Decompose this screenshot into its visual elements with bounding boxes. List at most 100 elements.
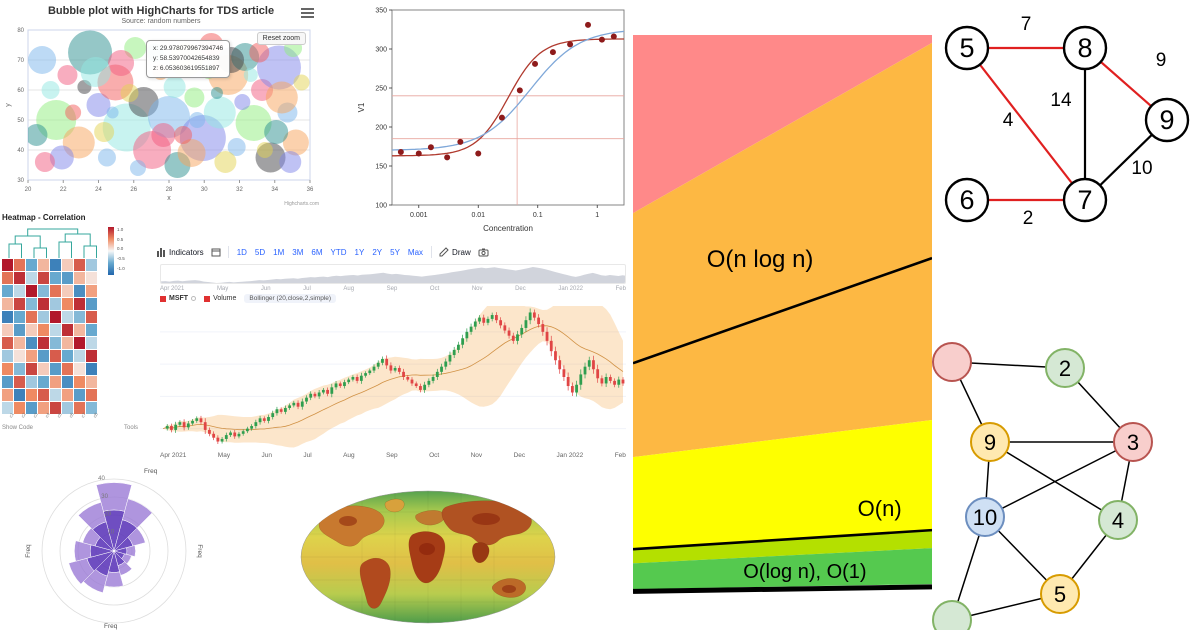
volume-color-swatch: [204, 295, 211, 302]
indicators-label: Indicators: [169, 247, 204, 257]
svg-text:2: 2: [1059, 356, 1071, 381]
heatmap-cell: [2, 285, 13, 297]
calendar-button[interactable]: [211, 247, 221, 257]
range-button-3m[interactable]: 3M: [292, 247, 304, 257]
svg-text:300: 300: [375, 47, 387, 54]
svg-text:350: 350: [375, 8, 387, 15]
svg-text:7: 7: [1077, 185, 1092, 215]
heatmap-cell: [86, 285, 97, 297]
range-button-2y[interactable]: 2Y: [372, 247, 383, 257]
graph-coloring-graph: 2 9 3 10 4 5: [932, 342, 1153, 630]
heatmap-cell: [50, 363, 61, 375]
draw-button[interactable]: Draw: [439, 247, 471, 257]
svg-text:50: 50: [17, 118, 24, 124]
indicators-button[interactable]: Indicators: [156, 247, 204, 257]
heatmap-cell: [26, 402, 37, 414]
heatmap-cell: [14, 324, 25, 336]
reset-zoom-button[interactable]: Reset zoom: [256, 32, 306, 45]
navigator-month-axis: Apr 2021 May Jun Jul Aug Sep Oct Nov Dec Jan 2022…: [160, 286, 626, 292]
heatmap-cell: [62, 376, 73, 388]
show-code-link[interactable]: Show Code: [2, 425, 34, 431]
svg-text:30: 30: [201, 187, 208, 193]
polar-rose-panel: 10 20 30 40 Freq Freq Freq Freq: [22, 465, 217, 630]
heatmap-title: Heatmap - Correlation: [2, 213, 86, 222]
y-axis-ticks: 30 40 50 60 70 80: [17, 28, 24, 184]
svg-text:34: 34: [271, 187, 278, 193]
range-button-ytd[interactable]: YTD: [330, 247, 347, 257]
range-button-1m[interactable]: 1M: [273, 247, 285, 257]
graph-node: [970, 422, 1010, 462]
graph-node: [932, 600, 972, 630]
tools-link[interactable]: Tools: [123, 425, 138, 431]
range-button-6m[interactable]: 6M: [311, 247, 323, 257]
heatmap-cell: [38, 259, 49, 271]
highcharts-credit[interactable]: Highcharts.com: [284, 201, 319, 207]
correlation-heatmap-panel: Heatmap - Correlation 1.0 0.5 0.0 -0.5 -1.0 …: [0, 213, 140, 431]
range-button-max[interactable]: Max: [407, 247, 424, 257]
range-button-1d[interactable]: 1D: [236, 247, 247, 257]
legend-symbol[interactable]: MSFT: [160, 295, 197, 302]
range-button-1y[interactable]: 1Y: [354, 247, 365, 257]
heatmap-cell: [38, 285, 49, 297]
snapshot-button[interactable]: [478, 247, 489, 257]
svg-text:24: 24: [95, 187, 102, 193]
heatmap-cell: [26, 337, 37, 349]
legend-volume[interactable]: Volume: [204, 295, 236, 302]
graph-node: [932, 342, 972, 382]
svg-text:20: 20: [25, 187, 32, 193]
heatmap-cell: [62, 259, 73, 271]
heatmap-cell: [38, 311, 49, 323]
axis-month-label: Oct: [429, 286, 440, 292]
legend-bollinger[interactable]: Bollinger (20,close,2,simple): [244, 294, 337, 303]
range-button-5d[interactable]: 5D: [254, 247, 266, 257]
symbol-color-swatch: [160, 295, 166, 302]
heatmap-cell: [26, 324, 37, 336]
heatmap-cell: [86, 298, 97, 310]
range-button-5y[interactable]: 5Y: [390, 247, 400, 257]
graph-node: [944, 177, 990, 223]
heatmap-cell: [50, 337, 61, 349]
legend-action-icon[interactable]: [191, 296, 197, 301]
heatmap-col-label: c1: [8, 411, 15, 419]
continent-shape: [384, 498, 405, 513]
heatmap-col-label: c6: [68, 411, 75, 419]
heatmap-cell: [26, 298, 37, 310]
heatmap-cell: [2, 389, 13, 401]
heatmap-cell: [86, 259, 97, 271]
graph-node: [965, 497, 1005, 537]
heatmap-cell: [38, 272, 49, 284]
svg-text:30: 30: [101, 494, 108, 500]
bubble-chart-title: Bubble plot with HighCharts for TDS arti…: [47, 5, 275, 17]
svg-text:1: 1: [595, 212, 599, 219]
rose-sectors: [68, 482, 153, 594]
complexity-label: O(log n), O(1): [743, 561, 866, 583]
heatmap-cell: [50, 376, 61, 388]
axis-month-label: Dec: [513, 452, 526, 459]
axis-month-label: Jul: [303, 452, 312, 459]
complexity-curve: [632, 528, 933, 551]
heatmap-cell: [14, 285, 25, 297]
svg-text:40: 40: [17, 148, 24, 154]
heatmap-cell: [14, 376, 25, 388]
graph-nodes: 2 9 3 10 4 5: [932, 342, 1153, 630]
indicators-icon: [157, 248, 165, 257]
heatmap-col-label: c5: [56, 411, 63, 419]
data-points: [397, 21, 617, 161]
volume-label: Volume: [213, 295, 237, 302]
svg-text:14: 14: [1050, 90, 1072, 111]
toolbar-divider: [431, 246, 433, 258]
svg-text:20: 20: [104, 512, 111, 518]
hamburger-menu-icon[interactable]: [301, 8, 314, 20]
svg-text:10: 10: [108, 529, 115, 535]
navigator-strip[interactable]: [160, 264, 626, 284]
dose-response-plot: 100 150 200 250 300 350 0.001 0.01 0.1 1 V1 Concent…: [357, 8, 625, 233]
candlestick-plot[interactable]: [160, 306, 626, 448]
axis-month-label: Feb: [614, 452, 626, 459]
heatmap-cell: [2, 376, 13, 388]
heatmap-cell: [14, 402, 25, 414]
axis-month-label: Jun: [261, 452, 272, 459]
colorbar-tick-labels: 1.0 0.5 0.0 -0.5 -1.0: [117, 225, 125, 273]
complexity-label: O(n log n): [707, 246, 814, 273]
axis-month-label: Jan 2022: [556, 452, 584, 459]
continent-shape: [472, 542, 490, 563]
